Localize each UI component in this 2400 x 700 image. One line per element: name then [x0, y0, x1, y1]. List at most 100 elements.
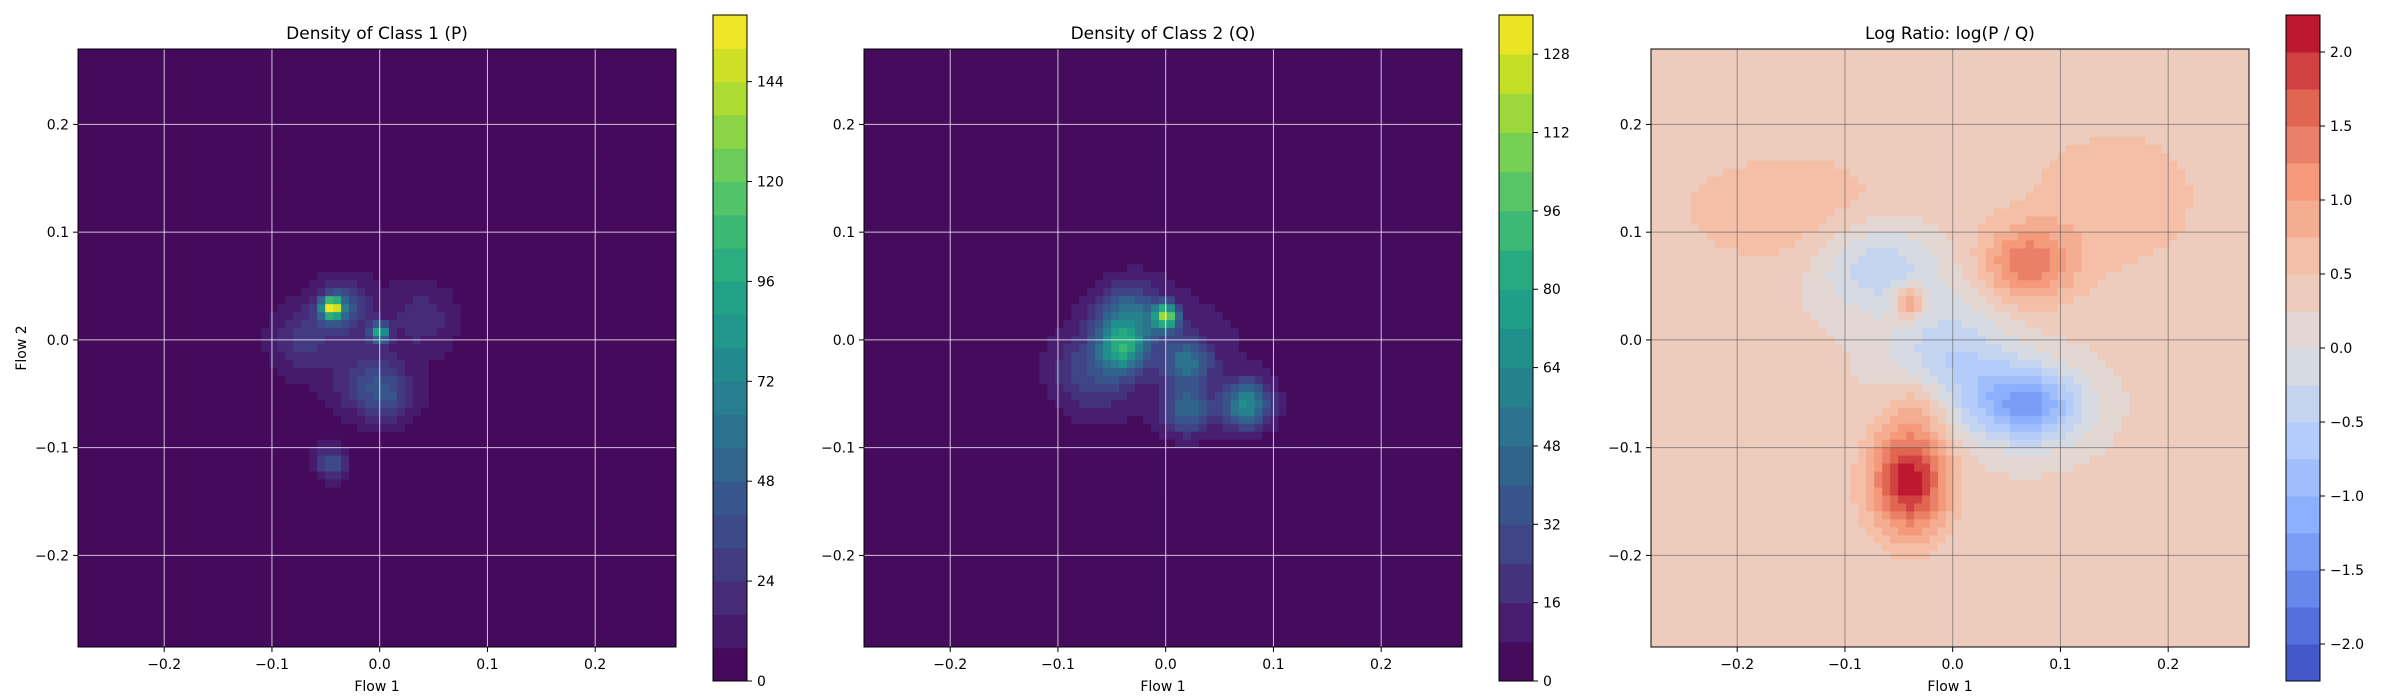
colorbar-level: [713, 381, 747, 416]
colorbar-level: [2286, 607, 2320, 645]
colorbar-level: [713, 348, 747, 382]
colorbar-level: [2286, 200, 2320, 238]
x-tick-label: 0.1: [476, 657, 498, 673]
x-tick-label: −0.1: [1828, 657, 1862, 673]
colorbar: −2.0 −1.5 −1.0 −0.5 0.0 0.5 1.0 1.5 2.0: [2285, 14, 2364, 682]
chart-panel-3: −0.2 −0.1 0.0 0.1 0.2 −0.2 −0.1 0.0 0.1 0.2 Log Ra…: [1608, 14, 2364, 695]
y-tick-label: −0.1: [35, 441, 69, 457]
grid: [864, 49, 1462, 647]
y-tick-label: 0.2: [833, 117, 855, 133]
x-tick-label: 0.0: [369, 657, 391, 673]
x-tick-label: −0.1: [255, 657, 289, 673]
x-tick-label: 0.1: [1262, 657, 1284, 673]
colorbar-level: [1499, 641, 1533, 682]
colorbar-level: [2286, 422, 2320, 460]
colorbar-level: [1499, 602, 1533, 643]
colorbar-level: [713, 148, 747, 182]
x-tick-label: 0.1: [2049, 657, 2071, 673]
density-field: [1651, 49, 2249, 647]
colorbar-level: [2286, 348, 2320, 386]
colorbar-level: [1499, 328, 1533, 369]
colorbar-level: [2286, 163, 2320, 201]
colorbar-level: [1499, 15, 1533, 55]
colorbar-level: [2286, 274, 2320, 312]
colorbar-level: [1499, 485, 1533, 525]
y-tick-label: 0.1: [833, 225, 855, 241]
chart-title: Density of Class 1 (P): [286, 24, 468, 44]
colorbar-level: [713, 248, 747, 282]
colorbar-level: [1499, 132, 1533, 173]
colorbar-level: [2286, 385, 2320, 423]
colorbar-level: [1499, 367, 1533, 408]
density-field: [864, 49, 1462, 647]
colorbar-level: [713, 647, 747, 682]
colorbar-tick-label: 144: [757, 75, 784, 91]
colorbar-level: [713, 114, 747, 149]
grid: [78, 49, 676, 647]
colorbar-level: [713, 447, 747, 482]
x-tick-label: −0.2: [1720, 657, 1754, 673]
colorbar-tick-label: −2.0: [2330, 637, 2364, 653]
y-tick-label: 0.1: [1620, 225, 1642, 241]
colorbar-tick-label: 120: [757, 175, 784, 191]
x-tick-label: 0.0: [1942, 657, 1964, 673]
plot-frame: [1650, 48, 2250, 648]
colorbar-tick-label: 32: [1543, 517, 1561, 533]
grid: [1651, 49, 2249, 647]
colorbar-level: [713, 547, 747, 582]
colorbar-tick-label: −1.5: [2330, 563, 2364, 579]
colorbar-tick-label: 48: [757, 474, 775, 490]
colorbar-level: [713, 48, 747, 83]
colorbar-level: [713, 181, 747, 216]
colorbar-tick-label: 16: [1543, 596, 1561, 612]
colorbar-level: [2286, 644, 2320, 682]
plot-frame: [863, 48, 1463, 648]
x-tick-label: −0.1: [1041, 657, 1075, 673]
colorbar-level: [713, 514, 747, 549]
y-tick-label: −0.2: [821, 548, 855, 564]
colorbar-level: [1499, 93, 1533, 134]
colorbar-tick-label: 1.5: [2330, 119, 2352, 135]
colorbar-level: [2286, 459, 2320, 497]
y-tick-label: 0.0: [47, 333, 69, 349]
y-tick-label: −0.1: [1608, 441, 1642, 457]
y-axis-label: Flow 2: [14, 325, 30, 370]
x-tick-label: 0.2: [2157, 657, 2179, 673]
x-tick-label: 0.0: [1155, 657, 1177, 673]
colorbar-level: [1499, 524, 1533, 564]
colorbar-tick-label: 0: [1543, 674, 1552, 690]
colorbar-tick-label: −1.0: [2330, 489, 2364, 505]
colorbar-level: [2286, 570, 2320, 608]
colorbar-tick-label: 0: [757, 674, 766, 690]
colorbar-tick-label: 2.0: [2330, 45, 2352, 61]
chart-title: Log Ratio: log(P / Q): [1865, 24, 2035, 44]
y-tick-label: 0.0: [833, 333, 855, 349]
colorbar-level: [713, 614, 747, 649]
x-axis-label: Flow 1: [354, 679, 399, 695]
colorbar-tick-label: 48: [1543, 439, 1561, 455]
colorbar: 0 16 32 48 64 80 96 112 128: [1498, 14, 1570, 690]
colorbar-tick-label: 64: [1543, 361, 1561, 377]
colorbar-tick-label: 0.5: [2330, 267, 2352, 283]
colorbar-level: [1499, 210, 1533, 251]
colorbar-tick-label: 0.0: [2330, 341, 2352, 357]
colorbar-level: [713, 214, 747, 249]
y-tick-label: −0.2: [35, 548, 69, 564]
chart-title: Density of Class 2 (Q): [1071, 24, 1256, 44]
y-tick-label: −0.1: [821, 441, 855, 457]
colorbar-tick-label: 96: [757, 274, 775, 290]
colorbar-tick-label: −0.5: [2330, 415, 2364, 431]
colorbar-level: [1499, 54, 1533, 94]
colorbar-tick-label: 24: [757, 574, 775, 590]
x-axis-label: Flow 1: [1140, 679, 1185, 695]
colorbar-level: [2286, 311, 2320, 349]
colorbar-tick-label: 1.0: [2330, 193, 2352, 209]
x-tick-label: −0.2: [933, 657, 967, 673]
y-tick-label: 0.1: [47, 225, 69, 241]
colorbar-tick-label: 72: [757, 374, 775, 390]
colorbar-tick-label: 80: [1543, 282, 1561, 298]
x-tick-label: −0.2: [147, 657, 181, 673]
colorbar-level: [713, 581, 747, 615]
chart-panel-2: −0.2 −0.1 0.0 0.1 0.2 −0.2 −0.1 0.0 0.1 0.2 Densit…: [821, 14, 1570, 695]
